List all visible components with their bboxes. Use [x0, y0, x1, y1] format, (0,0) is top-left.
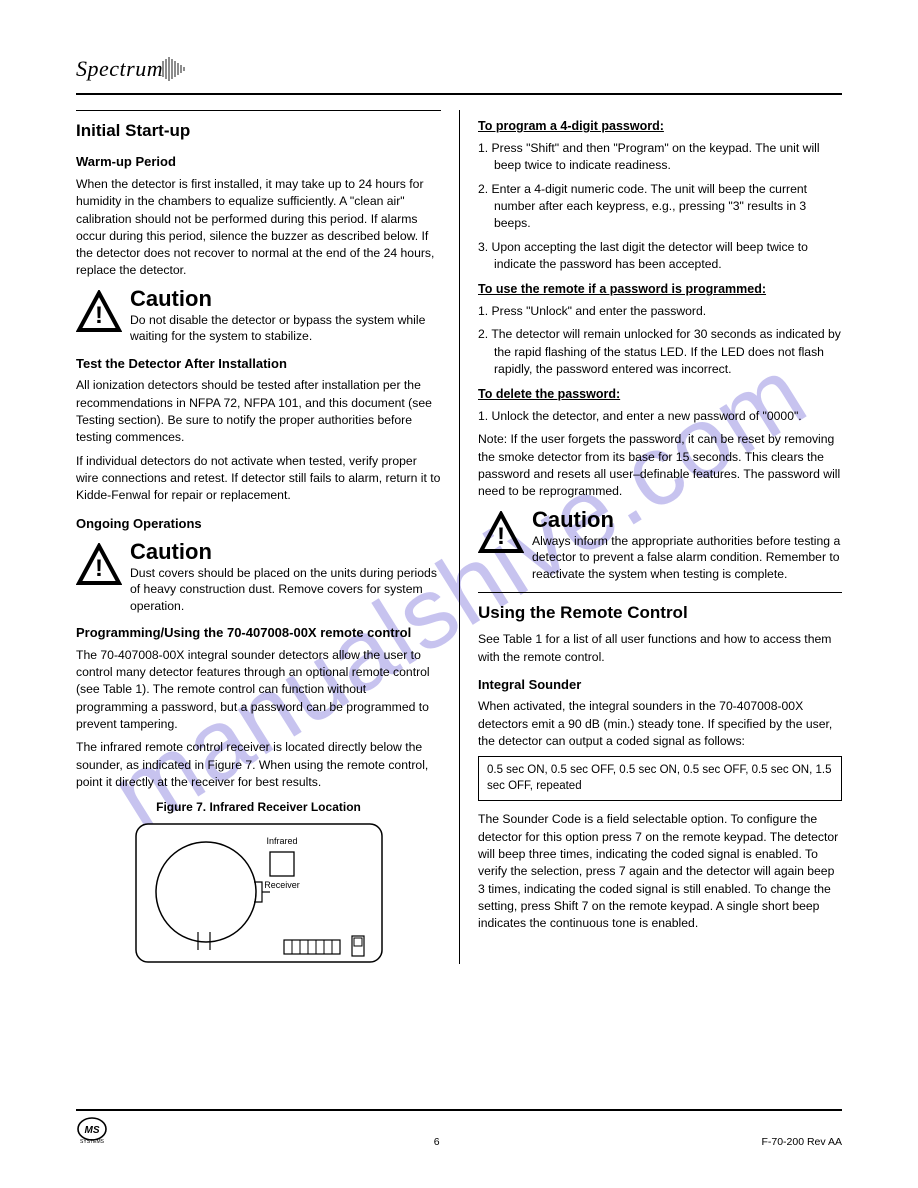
brand-wave-icon [161, 56, 191, 87]
para-warmup: When the detector is first installed, it… [76, 176, 441, 280]
footer-logo: MS SYSTEMS [76, 1115, 112, 1148]
sounder-code-box: 0.5 sec ON, 0.5 sec OFF, 0.5 sec ON, 0.5… [478, 756, 842, 801]
column-right: To program a 4-digit password: 1. Press … [459, 110, 842, 964]
para-note-forgot-pw: Note: If the user forgets the password, … [478, 431, 842, 500]
footer-doc-id: F-70-200 Rev AA [761, 1136, 842, 1148]
page-content: Spectrum Initial Start-up Warm-up Period… [76, 56, 842, 964]
svg-text:Receiver: Receiver [264, 880, 300, 890]
footer-page-number: 6 [112, 1136, 761, 1148]
use-step-1: 1. Press "Unlock" and enter the password… [478, 303, 842, 320]
caution-text-2: Dust covers should be placed on the unit… [130, 565, 441, 614]
pw-step-2: 2. Enter a 4-digit numeric code. The uni… [478, 181, 842, 233]
rule-top [76, 93, 842, 95]
warning-triangle-icon: ! [76, 543, 122, 587]
brand-logo: Spectrum [76, 56, 842, 87]
pw-step-1: 1. Press "Shift" and then "Program" on t… [478, 140, 842, 175]
para-prog-1: The 70-407008-00X integral sounder detec… [76, 647, 441, 734]
figure7-caption: Figure 7. Infrared Receiver Location [76, 799, 441, 816]
svg-text:Infrared: Infrared [266, 836, 297, 846]
pw-step-3: 3. Upon accepting the last digit the det… [478, 239, 842, 274]
warning-triangle-icon: ! [478, 511, 524, 555]
caution-block-2: ! Caution Dust covers should be placed o… [76, 541, 441, 614]
svg-text:!: ! [95, 302, 103, 329]
section-rule [76, 110, 441, 111]
caution-text-3: Always inform the appropriate authoritie… [532, 533, 842, 582]
del-step-1: 1. Unlock the detector, and enter a new … [478, 408, 842, 425]
caution-text-1: Do not disable the detector or bypass th… [130, 312, 441, 345]
two-column-layout: Initial Start-up Warm-up Period When the… [76, 109, 842, 964]
heading-programming: Programming/Using the 70-407008-00X remo… [76, 624, 441, 642]
steps-use-remote: 1. Press "Unlock" and enter the password… [478, 303, 842, 378]
svg-text:!: ! [95, 555, 103, 582]
heading-initial-startup: Initial Start-up [76, 119, 441, 143]
caution-block-1: ! Caution Do not disable the detector or… [76, 288, 441, 345]
page-footer: MS SYSTEMS 6 F-70-200 Rev AA [76, 1109, 842, 1148]
para-prog-2: The infrared remote control receiver is … [76, 739, 441, 791]
svg-text:MS: MS [85, 1125, 100, 1136]
steps-program-pw: 1. Press "Shift" and then "Program" on t… [478, 140, 842, 273]
caution-block-3: ! Caution Always inform the appropriate … [478, 509, 842, 582]
caution-label-1: Caution [130, 288, 441, 310]
para-test-1: All ionization detectors should be teste… [76, 377, 441, 446]
heading-warmup: Warm-up Period [76, 153, 441, 171]
heading-ongoing: Ongoing Operations [76, 515, 441, 533]
para-remote: See Table 1 for a list of all user funct… [478, 631, 842, 666]
use-step-2: 2. The detector will remain unlocked for… [478, 326, 842, 378]
section-rule [478, 592, 842, 593]
warning-triangle-icon: ! [76, 290, 122, 334]
caution-label-2: Caution [130, 541, 441, 563]
svg-text:!: ! [497, 523, 505, 550]
heading-program-pw: To program a 4-digit password: [478, 118, 842, 136]
para-sounder-1: When activated, the integral sounders in… [478, 698, 842, 750]
heading-delete-pw: To delete the password: [478, 386, 842, 404]
heading-use-remote: To use the remote if a password is progr… [478, 281, 842, 299]
column-left: Initial Start-up Warm-up Period When the… [76, 110, 459, 964]
brand-text: Spectrum [76, 56, 163, 81]
rule-bottom [76, 1109, 842, 1111]
svg-text:SYSTEMS: SYSTEMS [80, 1139, 105, 1145]
heading-sounder: Integral Sounder [478, 676, 842, 694]
steps-delete-pw: 1. Unlock the detector, and enter a new … [478, 408, 842, 425]
figure7-diagram: Infrared Receiver [134, 822, 384, 964]
heading-using-remote: Using the Remote Control [478, 601, 842, 625]
para-test-2: If individual detectors do not activate … [76, 453, 441, 505]
caution-label-3: Caution [532, 509, 842, 531]
heading-test-after-install: Test the Detector After Installation [76, 355, 441, 373]
para-sounder-2: The Sounder Code is a field selectable o… [478, 811, 842, 932]
